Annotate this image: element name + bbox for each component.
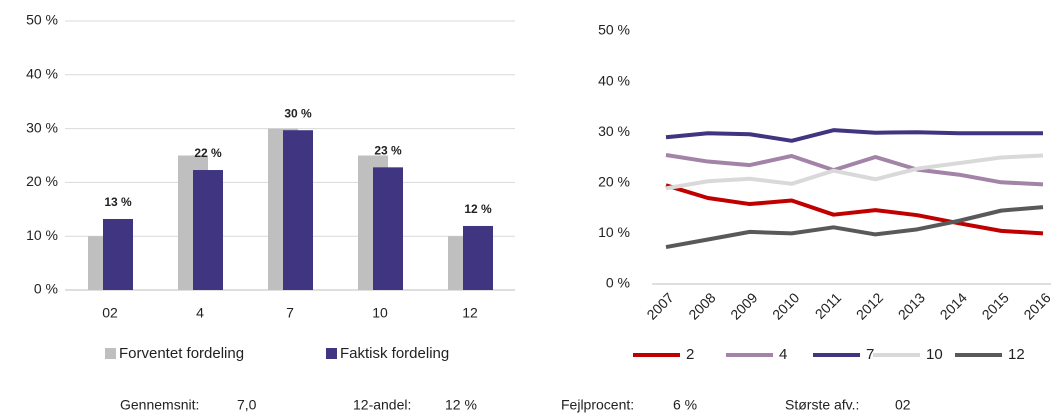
bar [103, 218, 133, 290]
legend-label: 2 [686, 346, 694, 363]
x-tick-label: 2014 [937, 289, 970, 322]
x-tick-label: 10 [372, 305, 388, 321]
legend-swatch [326, 348, 337, 359]
y-tick-label: 20 % [26, 173, 58, 189]
line [665, 128, 1043, 143]
y-tick-label: 50 % [598, 22, 630, 38]
data-label: 23 % [374, 144, 402, 158]
stat-label: Fejlprocent: [561, 397, 634, 413]
stat-label: Største afv.: [785, 397, 859, 413]
data-label: 30 % [284, 106, 312, 120]
line [665, 153, 1044, 191]
stat-value: 7,0 [237, 397, 257, 413]
legend-label: Forventet fordeling [119, 345, 244, 362]
x-tick-label: 2008 [685, 289, 718, 322]
y-tick-label: 20 % [598, 174, 630, 190]
x-tick-label: 2010 [769, 289, 802, 322]
legend-label: Faktisk fordeling [340, 345, 449, 362]
line [665, 152, 1044, 187]
x-tick-label: 2009 [727, 289, 760, 322]
legend-label: 12 [1008, 346, 1025, 363]
bar [463, 225, 493, 290]
x-tick-label: 4 [196, 305, 204, 321]
legend-label: 7 [866, 346, 874, 363]
bar [373, 167, 403, 290]
stat-label: Gennemsnit: [120, 397, 199, 413]
x-tick-label: 2015 [979, 289, 1012, 322]
y-tick-label: 50 % [26, 12, 58, 28]
stat-value: 02 [895, 397, 911, 413]
y-tick-label: 40 % [26, 66, 58, 82]
stat-label: 12-andel: [353, 397, 411, 413]
y-tick-label: 30 % [598, 123, 630, 139]
data-label: 13 % [104, 195, 132, 209]
line [665, 183, 1044, 236]
x-tick-label: 2016 [1020, 289, 1051, 322]
stat-value: 6 % [673, 397, 697, 413]
stat-value: 12 % [445, 397, 477, 413]
y-tick-label: 40 % [598, 72, 630, 88]
line [665, 205, 1044, 250]
y-tick-label: 0 % [34, 281, 58, 297]
x-tick-label: 2012 [853, 289, 886, 322]
legend-label: 10 [926, 346, 943, 363]
x-tick-label: 2013 [895, 289, 928, 322]
y-tick-label: 0 % [606, 275, 630, 291]
y-tick-label: 10 % [598, 224, 630, 240]
data-label: 22 % [194, 146, 222, 160]
bar [283, 130, 313, 290]
data-label: 12 % [464, 202, 492, 216]
y-tick-label: 10 % [26, 227, 58, 243]
x-tick-label: 2007 [643, 289, 676, 322]
y-tick-label: 30 % [26, 119, 58, 135]
bar [193, 170, 223, 290]
legend-label: 4 [779, 346, 787, 363]
x-tick-label: 02 [102, 305, 118, 321]
x-tick-label: 12 [462, 305, 478, 321]
x-tick-label: 7 [286, 305, 294, 321]
legend-swatch [105, 348, 116, 359]
x-tick-label: 2011 [812, 289, 845, 322]
